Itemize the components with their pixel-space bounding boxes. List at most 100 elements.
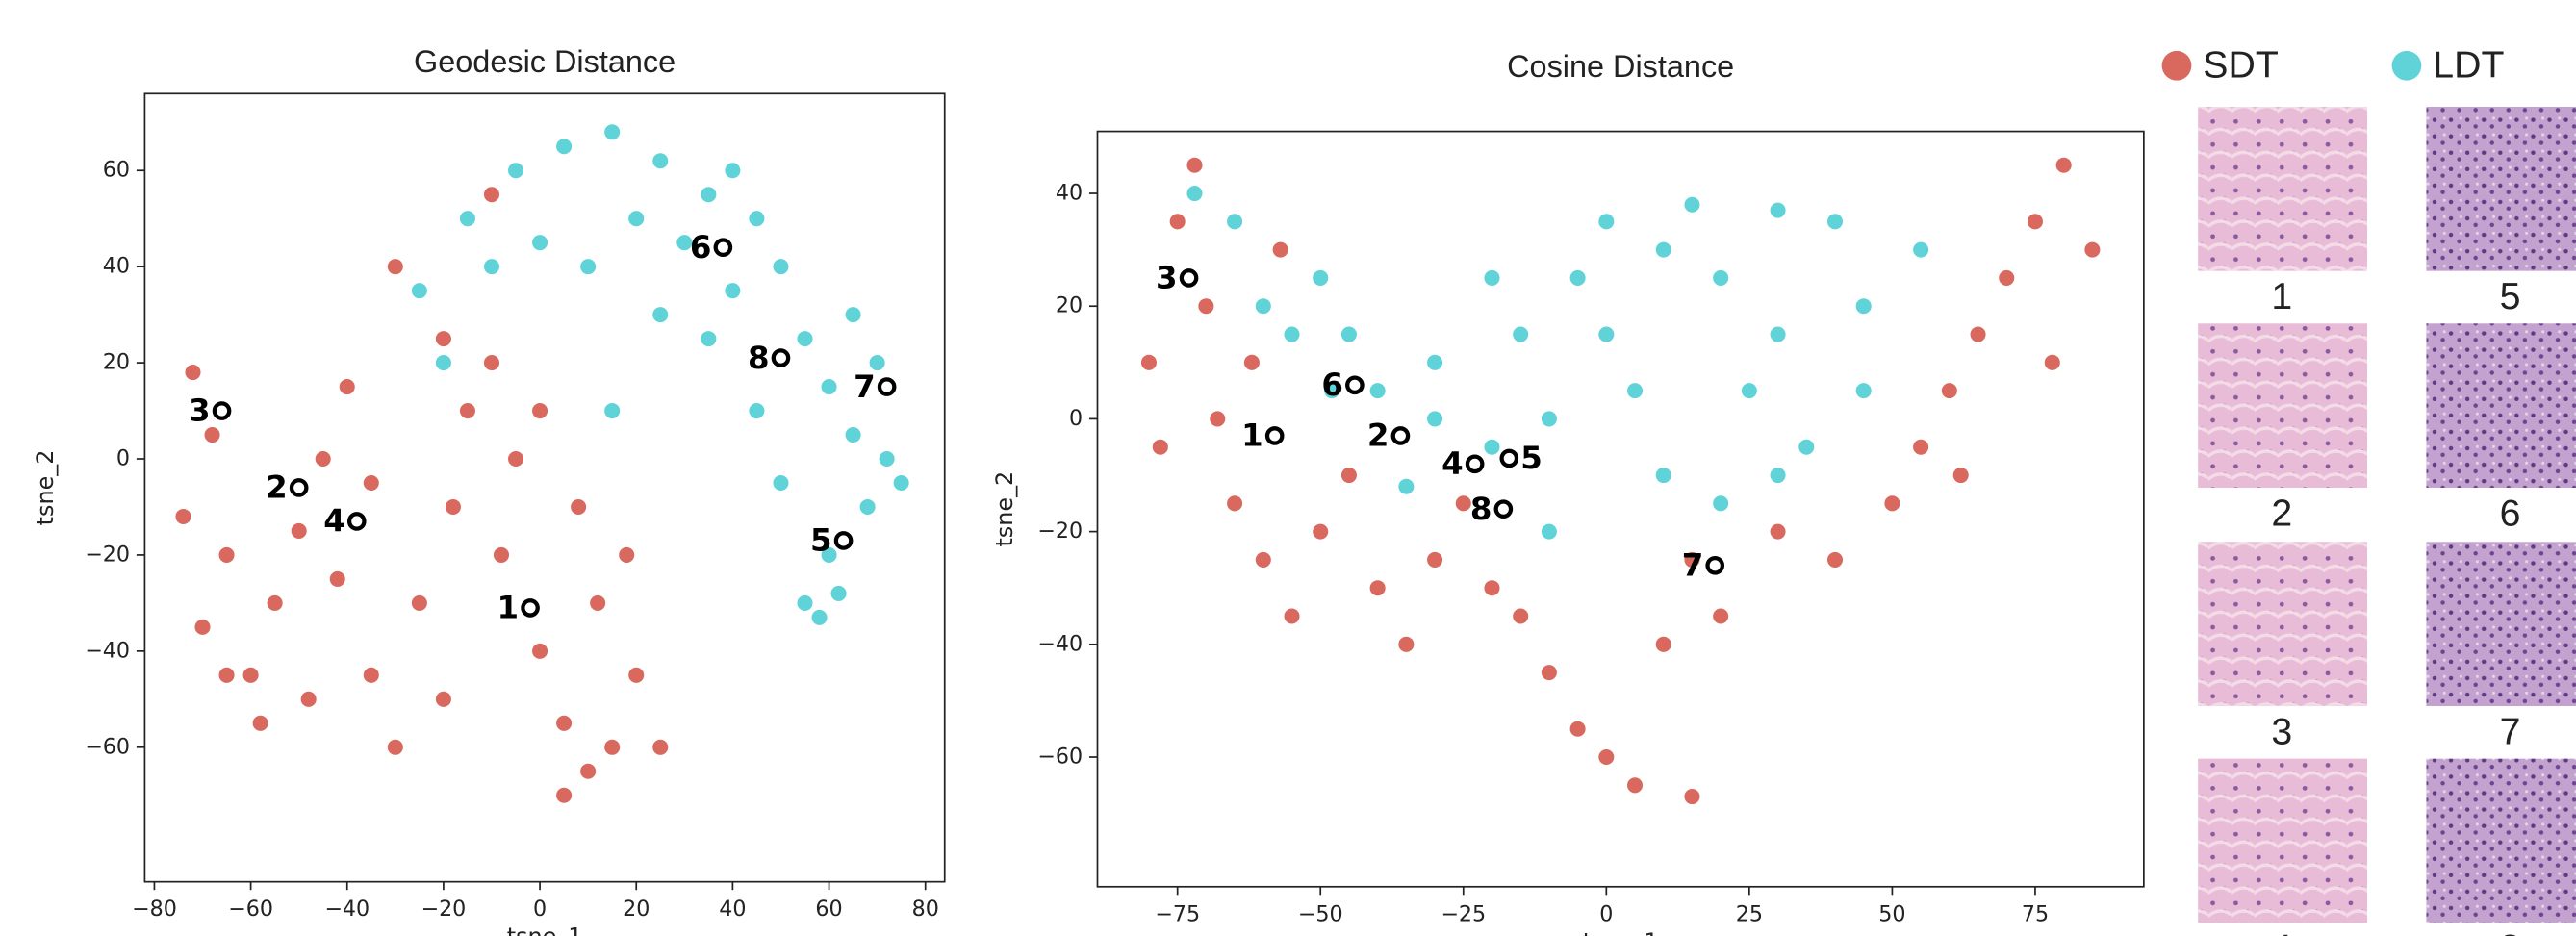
point [1712, 607, 1730, 625]
x-tick-label: −40 [324, 897, 370, 922]
point [492, 545, 511, 564]
marker-label: 6 [1321, 367, 1343, 403]
point [1969, 325, 1987, 343]
point [603, 738, 622, 756]
point [796, 330, 814, 348]
point [1283, 325, 1301, 343]
point [328, 569, 346, 588]
point [434, 690, 452, 708]
point [242, 666, 260, 684]
x-tick-label: −25 [1441, 901, 1486, 926]
y-tick-label: 0 [1069, 406, 1083, 431]
point [651, 738, 670, 756]
point [531, 642, 549, 660]
point [1368, 579, 1387, 597]
point [748, 210, 766, 228]
y-axis-label: tsne_2 [991, 471, 1018, 547]
point [203, 425, 221, 444]
legend-swatch [2161, 50, 2192, 81]
x-tick-label: −75 [1155, 901, 1200, 926]
point [1339, 466, 1358, 485]
tile-label: 4 [2271, 927, 2292, 936]
marker-point [346, 512, 367, 531]
point [555, 786, 574, 804]
y-tick-label: 60 [103, 158, 130, 183]
point [1226, 213, 1244, 231]
tile-label: 1 [2271, 275, 2292, 317]
point [1283, 607, 1301, 625]
point [1540, 522, 1558, 541]
point [1483, 438, 1501, 456]
point [174, 507, 192, 526]
x-tick-label: −80 [132, 897, 177, 922]
point [1426, 410, 1444, 428]
point [892, 473, 910, 493]
point [482, 354, 501, 372]
point [1597, 747, 1616, 767]
point [1209, 410, 1227, 428]
y-axis-label: tsne_2 [32, 450, 59, 526]
x-tick-label: −50 [1298, 901, 1343, 926]
series-ldt [1186, 184, 1930, 541]
point [1197, 297, 1215, 316]
marker-label: 3 [1156, 260, 1178, 296]
point [410, 594, 428, 612]
point [362, 666, 380, 684]
point [193, 618, 212, 636]
tile-label: 6 [2500, 492, 2521, 534]
marker-label: 4 [323, 503, 345, 540]
point [2054, 156, 2073, 174]
tile-image [2426, 758, 2576, 923]
point [796, 594, 814, 612]
tile-label: 7 [2500, 710, 2521, 752]
legend-label: SDT [2203, 43, 2279, 86]
point [1769, 325, 1787, 343]
point [1368, 382, 1387, 400]
point [618, 545, 636, 564]
marker-label: 4 [1441, 445, 1464, 482]
point [1683, 195, 1701, 214]
point [1254, 297, 1272, 316]
point [724, 162, 742, 180]
point [1683, 787, 1701, 806]
tile-label: 3 [2271, 710, 2292, 752]
point [1769, 522, 1787, 541]
point [1883, 494, 1901, 513]
point [858, 497, 877, 517]
marker-point [1465, 454, 1485, 474]
x-tick-label: −60 [228, 897, 273, 922]
plot-frame [143, 92, 946, 883]
point [1712, 494, 1730, 513]
point [386, 738, 404, 756]
point [1168, 213, 1186, 231]
point [1854, 382, 1873, 400]
marker-label: 5 [1520, 440, 1543, 476]
plot-frame [1096, 130, 2145, 888]
x-tick-label: −20 [421, 897, 466, 922]
point [748, 401, 766, 420]
x-tick-label: 0 [533, 897, 547, 922]
point [700, 330, 718, 348]
point [314, 449, 332, 468]
x-tick-label: 80 [912, 897, 939, 922]
point [1940, 382, 1958, 400]
point [772, 473, 790, 493]
point [1654, 466, 1672, 485]
x-tick-label: 60 [815, 897, 842, 922]
point [184, 364, 202, 382]
point [1912, 438, 1930, 456]
point [1312, 522, 1330, 541]
point [1597, 325, 1616, 343]
point [217, 545, 236, 564]
point [627, 210, 646, 228]
point [531, 401, 549, 420]
point [1454, 494, 1472, 513]
point [829, 584, 848, 602]
point [1483, 579, 1501, 597]
point [299, 690, 318, 708]
y-tick-label: −60 [85, 734, 130, 759]
point [531, 234, 549, 252]
point [506, 162, 525, 180]
